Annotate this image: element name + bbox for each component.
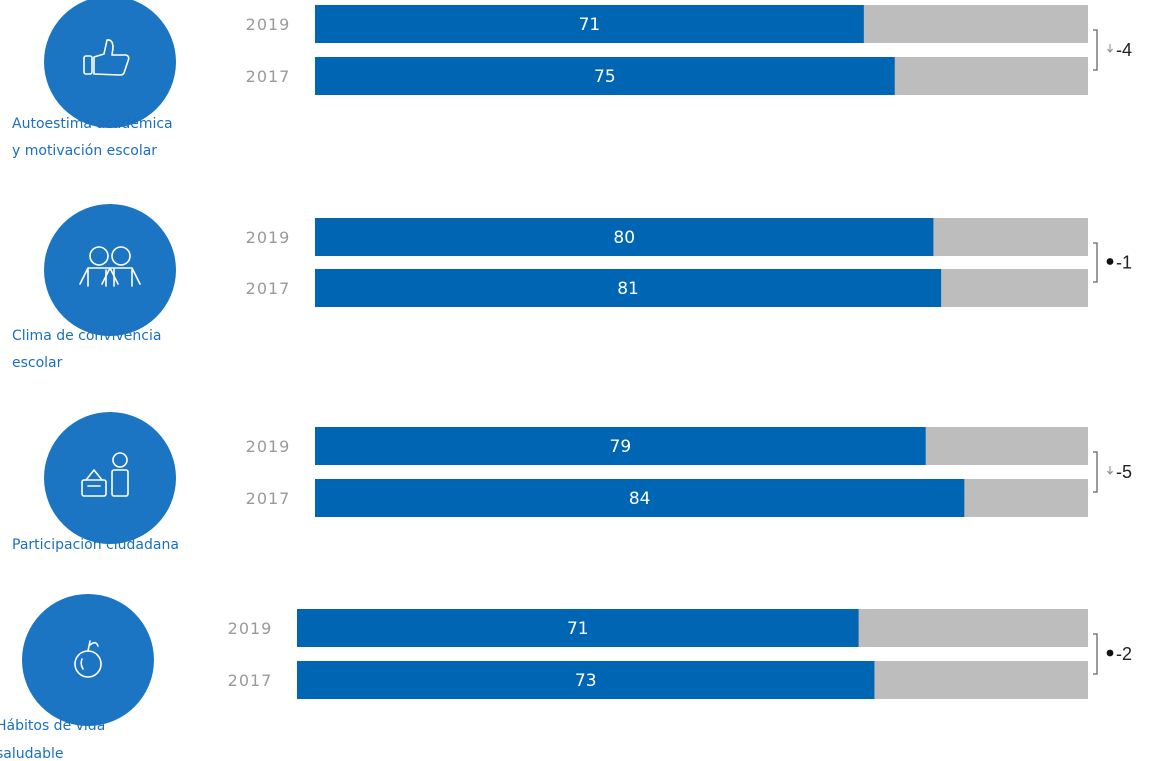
category-label: y motivación escolar: [12, 143, 157, 159]
year-label: 2019: [246, 228, 291, 247]
year-label: 2017: [228, 671, 273, 690]
bar-value-label: 79: [610, 437, 632, 457]
ballot-voting-icon: [81, 452, 129, 497]
difference-label: -5: [1116, 462, 1132, 482]
category-group: Autoestima académica y motivación escolar…: [12, 0, 1132, 159]
bar-row: 2019 71: [228, 609, 1088, 647]
category-label: Hábitos de vida: [0, 718, 105, 734]
bar: [315, 57, 895, 95]
thumbs-up-icon: [83, 39, 130, 76]
arrow-down-icon: [1107, 466, 1113, 475]
two-people-icon: [79, 246, 141, 287]
bar-value-label: 71: [579, 15, 601, 35]
bar: [297, 661, 875, 699]
arrow-down-icon: [1107, 44, 1113, 53]
bar-row: 2019 79: [246, 427, 1088, 465]
difference-label: -2: [1116, 644, 1132, 664]
year-label: 2019: [246, 15, 291, 34]
bar-row: 2017 75: [246, 57, 1088, 95]
difference-label: -1: [1116, 253, 1132, 273]
bar-value-label: 75: [594, 67, 616, 87]
bar-value-label: 81: [617, 279, 639, 299]
bar-value-label: 84: [629, 489, 651, 509]
bar-row: 2017 84: [246, 479, 1088, 517]
difference-label: -4: [1116, 40, 1132, 60]
difference-bracket: [1093, 451, 1098, 493]
bar: [315, 427, 926, 465]
bar: [315, 218, 934, 256]
category-group: Participación ciudadana 2019 79 2017 84 -5: [12, 412, 1132, 553]
bar: [297, 609, 859, 647]
difference-bracket: [1093, 633, 1098, 675]
category-label: Clima de convivencia: [12, 328, 161, 344]
bar: [315, 269, 942, 307]
bar-row: 2019 71: [246, 5, 1088, 43]
dot-marker: [1106, 649, 1114, 657]
bar: [315, 5, 864, 43]
bar-row: 2017 81: [246, 269, 1088, 307]
bar-value-label: 71: [567, 619, 589, 639]
category-label: Participación ciudadana: [12, 537, 179, 553]
category-label: Autoestima académica: [12, 116, 173, 132]
year-label: 2017: [246, 489, 291, 508]
category-label: escolar: [12, 355, 63, 371]
category-group: Hábitos de vida saludable 2019 71 2017 73 -2: [0, 594, 1132, 761]
bar: [315, 479, 965, 517]
year-label: 2019: [228, 619, 273, 638]
year-label: 2017: [246, 279, 291, 298]
difference-bracket: [1093, 29, 1098, 71]
year-label: 2017: [246, 67, 291, 86]
category-group: Clima de convivencia escolar 2019 80 2017 81 -…: [12, 204, 1132, 371]
difference-bracket: [1093, 242, 1098, 283]
category-circle: [22, 594, 154, 726]
bar-value-label: 80: [613, 228, 635, 248]
year-label: 2019: [246, 437, 291, 456]
category-circle: [44, 412, 176, 544]
bar-value-label: 73: [575, 671, 597, 691]
bar-row: 2017 73: [228, 661, 1088, 699]
category-circle: [44, 0, 176, 128]
category-label: saludable: [0, 746, 64, 761]
dot-marker: [1106, 258, 1114, 265]
category-circle: [44, 204, 176, 336]
bar-row: 2019 80: [246, 218, 1088, 256]
apple-icon: [74, 640, 102, 678]
